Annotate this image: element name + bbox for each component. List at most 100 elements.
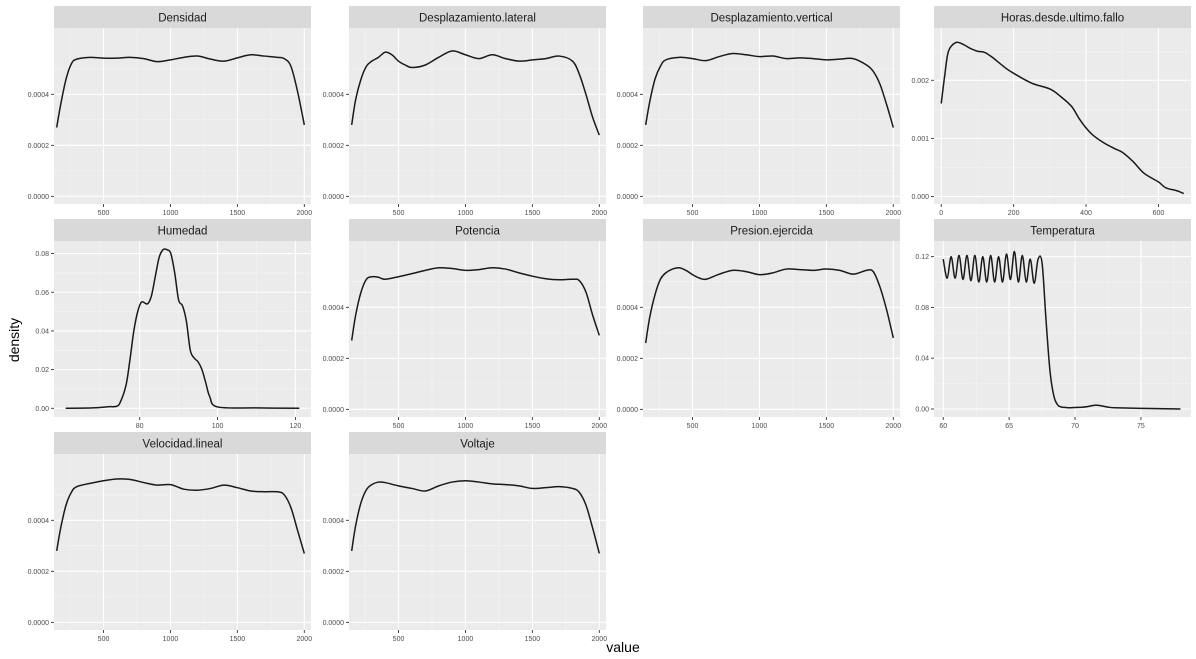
grid-lines [54, 454, 311, 630]
y-tick-label: 0.0004 [323, 518, 345, 525]
x-tick-label: 2000 [886, 210, 902, 217]
y-tick-label: 0.00 [35, 406, 49, 413]
y-tick-label: 0.0002 [617, 356, 639, 363]
panel-background [54, 241, 311, 417]
facet-panel-voltaje: Voltaje 0.0000 0.0002 0.0004 500 1000 1500 2000 [323, 432, 608, 643]
y-tick-label: 0.04 [35, 328, 49, 335]
y-tick-label: 0.001 [911, 136, 929, 143]
facet-strip-label: Potencia [455, 226, 500, 238]
density-curve-potencia [350, 266, 601, 341]
y-tick-label: 0.0000 [323, 194, 345, 201]
y-tick-label: 0.0002 [323, 356, 345, 363]
x-tick-label: 1000 [752, 423, 768, 430]
x-tick-label: 200 [1008, 210, 1020, 217]
facet-strip-label: Voltaje [460, 439, 495, 451]
x-tick-label: 80 [136, 423, 144, 430]
x-tick-label: 500 [393, 210, 405, 217]
x-tick-label: 2000 [297, 210, 313, 217]
facet-strip [54, 432, 311, 454]
x-tick-label: 2000 [297, 636, 313, 643]
y-tick-label: 0.0002 [323, 569, 345, 576]
y-tick-label: 0.0000 [323, 407, 345, 414]
facet-strip-label: Desplazamiento.vertical [710, 13, 832, 25]
y-axis-title: density [6, 318, 22, 362]
grid-lines [349, 454, 606, 630]
y-tick-label: 0.0002 [28, 143, 50, 150]
x-tick-label: 1500 [819, 423, 835, 430]
x-tick-label: 1500 [525, 210, 541, 217]
facet-panel-desplazamiento-lateral: Desplazamiento.lateral 0.0000 0.0002 0.0004… [323, 6, 608, 217]
facet-strip-label: Temperatura [1030, 226, 1095, 238]
grid-lines [643, 28, 900, 204]
grid-lines [54, 28, 311, 204]
facet-strip [54, 6, 311, 28]
y-tick-label: 0.08 [35, 251, 49, 258]
facet-strip-label: Presion.ejercida [730, 226, 813, 238]
panel-background [54, 454, 311, 630]
density-curve-presion-ejercida [644, 266, 895, 344]
facet-panel-presion-ejercida: Presion.ejercida 0.0000 0.0002 0.0004 500 100… [617, 219, 902, 430]
x-tick-label: 1000 [163, 636, 179, 643]
grid-lines [934, 241, 1191, 417]
x-tick-label: 1500 [230, 210, 246, 217]
grid-lines [643, 241, 900, 417]
facet-strip [54, 219, 311, 241]
y-tick-label: 0.0004 [323, 92, 345, 99]
x-tick-label: 1000 [458, 636, 474, 643]
y-tick-label: 0.08 [915, 305, 929, 312]
x-tick-label: 1500 [230, 636, 246, 643]
x-tick-label: 1000 [752, 210, 768, 217]
x-tick-label: 2000 [886, 423, 902, 430]
y-tick-label: 0.02 [35, 367, 49, 374]
y-tick-label: 0.0004 [323, 305, 345, 312]
facet-panel-densidad: Densidad 0.0000 0.0002 0.0004 500 1000 1500 200… [28, 6, 313, 217]
panel-background [349, 454, 606, 630]
y-tick-label: 0.00 [915, 407, 929, 414]
facet-strip [349, 432, 606, 454]
x-tick-label: 500 [98, 210, 110, 217]
density-curve-densidad [55, 53, 306, 128]
panel-background [349, 28, 606, 204]
facet-strip [643, 6, 900, 28]
y-tick-label: 0.0000 [617, 407, 639, 414]
x-tick-label: 120 [290, 423, 302, 430]
facet-panel-horas-desde-ultimo-fallo: Horas.desde.ultimo.fallo 0.000 0.001 0.002 0… [911, 6, 1191, 217]
y-tick-label: 0.0002 [617, 143, 639, 150]
density-curve-desplazamiento-lateral [350, 50, 601, 136]
y-tick-label: 0.0002 [323, 143, 345, 150]
x-tick-label: 1500 [819, 210, 835, 217]
x-tick-label: 0 [939, 210, 943, 217]
x-tick-label: 100 [212, 423, 224, 430]
x-tick-label: 2000 [592, 210, 608, 217]
x-tick-label: 500 [687, 210, 699, 217]
x-tick-label: 600 [1153, 210, 1165, 217]
facet-strip-label: Densidad [158, 13, 207, 25]
x-tick-label: 2000 [592, 636, 608, 643]
facet-panel-humedad: Humedad 0.00 0.02 0.04 0.06 0.08 80 100 120 [35, 219, 311, 430]
facet-strip [349, 219, 606, 241]
x-tick-label: 1000 [163, 210, 179, 217]
grid-lines [54, 241, 311, 417]
panel-background [934, 28, 1191, 204]
x-tick-label: 1500 [525, 636, 541, 643]
facet-strip-label: Velocidad.lineal [143, 439, 223, 451]
y-tick-label: 0.0004 [28, 518, 50, 525]
facet-panel-temperatura: Temperatura 0.00 0.04 0.08 0.12 60 65 70 75 [915, 219, 1191, 430]
x-tick-label: 500 [687, 423, 699, 430]
density-curve-humedad [65, 248, 300, 410]
y-tick-label: 0.12 [915, 254, 929, 261]
panel-background [54, 28, 311, 204]
grid-lines [934, 28, 1191, 204]
facet-strip-label: Desplazamiento.lateral [419, 13, 536, 25]
facet-panel-velocidad-lineal: Velocidad.lineal 0.0000 0.0002 0.0004 500 100… [28, 432, 313, 643]
x-tick-label: 1000 [458, 210, 474, 217]
density-curve-velocidad-lineal [55, 478, 306, 554]
density-curve-temperatura [942, 250, 1181, 410]
panel-background [349, 241, 606, 417]
y-tick-label: 0.000 [911, 194, 929, 201]
x-tick-label: 60 [939, 423, 947, 430]
y-tick-label: 0.04 [915, 356, 929, 363]
x-tick-label: 75 [1137, 423, 1145, 430]
